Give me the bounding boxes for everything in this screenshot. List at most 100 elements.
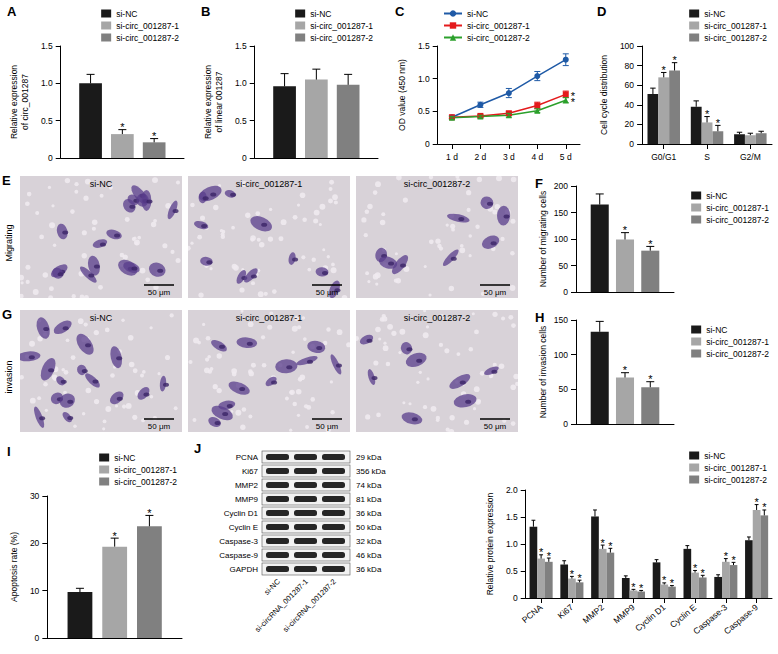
svg-text:*: * xyxy=(152,130,157,142)
svg-text:G2/M: G2/M xyxy=(740,152,761,162)
svg-text:F: F xyxy=(535,176,543,191)
svg-text:100: 100 xyxy=(620,41,634,51)
svg-text:0: 0 xyxy=(629,139,634,149)
svg-text:36 kDa: 36 kDa xyxy=(356,509,382,518)
svg-text:*: * xyxy=(648,238,653,250)
svg-text:*: * xyxy=(731,554,736,566)
svg-text:PCNA: PCNA xyxy=(520,602,545,625)
svg-text:*: * xyxy=(693,562,698,574)
svg-text:*: * xyxy=(570,568,575,580)
svg-text:si-circ_001287-1: si-circ_001287-1 xyxy=(236,313,303,323)
svg-text:150: 150 xyxy=(554,208,568,218)
svg-text:50 μm: 50 μm xyxy=(148,422,171,431)
svg-text:*: * xyxy=(724,550,729,562)
svg-text:si-circ_001287-2: si-circ_001287-2 xyxy=(704,475,767,485)
svg-text:*: * xyxy=(539,546,544,558)
svg-text:si-circ_001287-2: si-circ_001287-2 xyxy=(704,33,767,43)
svg-text:si-NC: si-NC xyxy=(90,179,113,189)
svg-text:0: 0 xyxy=(563,287,568,297)
svg-text:1.5: 1.5 xyxy=(235,41,247,51)
svg-text:si-NC: si-NC xyxy=(90,313,113,323)
svg-text:si-circ_001287-2: si-circ_001287-2 xyxy=(706,215,769,225)
svg-text:H: H xyxy=(535,310,544,325)
svg-text:si-circ_001287-1: si-circ_001287-1 xyxy=(704,463,767,473)
svg-text:MMP2: MMP2 xyxy=(235,481,259,490)
svg-text:1.5: 1.5 xyxy=(506,512,518,522)
svg-text:si-circRNA_001287-2: si-circRNA_001287-2 xyxy=(281,577,338,634)
svg-text:100: 100 xyxy=(554,350,568,360)
svg-text:Caspase-9: Caspase-9 xyxy=(219,551,258,560)
svg-text:50 kDa: 50 kDa xyxy=(356,523,382,532)
svg-text:3 d: 3 d xyxy=(503,152,515,162)
svg-text:60: 60 xyxy=(625,80,635,90)
svg-text:si-circ_001287-1: si-circ_001287-1 xyxy=(706,203,769,213)
svg-text:A: A xyxy=(7,4,17,19)
svg-text:G: G xyxy=(2,307,12,322)
svg-text:si-circ_001287-1: si-circ_001287-1 xyxy=(236,179,303,189)
svg-text:*: * xyxy=(623,364,628,376)
svg-text:si-circ_001287-2: si-circ_001287-2 xyxy=(404,179,471,189)
svg-text:si-circRNA_001287-1: si-circRNA_001287-1 xyxy=(253,577,310,634)
svg-text:Caspase-3: Caspase-3 xyxy=(219,537,258,546)
svg-text:Number of migrating cells: Number of migrating cells xyxy=(538,191,548,287)
svg-text:2 d: 2 d xyxy=(474,152,486,162)
svg-text:I: I xyxy=(7,444,11,459)
svg-text:*: * xyxy=(631,581,636,593)
svg-text:*: * xyxy=(571,96,576,108)
svg-text:Relative expression: Relative expression xyxy=(203,65,213,139)
svg-text:4 d: 4 d xyxy=(531,152,543,162)
svg-text:Caspase-9: Caspase-9 xyxy=(722,602,760,636)
svg-text:1 d: 1 d xyxy=(446,152,458,162)
svg-text:si-NC: si-NC xyxy=(704,9,725,19)
svg-text:1.5: 1.5 xyxy=(418,41,430,51)
svg-text:Cell cycle distribution: Cell cycle distribution xyxy=(599,55,609,135)
svg-text:100: 100 xyxy=(554,234,568,244)
svg-text:S: S xyxy=(704,152,710,162)
svg-text:46 kDa: 46 kDa xyxy=(356,551,382,560)
svg-text:si-NC: si-NC xyxy=(114,453,135,463)
svg-text:si-circ_001287-1: si-circ_001287-1 xyxy=(704,21,767,31)
svg-text:1.5: 1.5 xyxy=(41,41,53,51)
svg-text:*: * xyxy=(113,530,118,542)
svg-text:*: * xyxy=(672,54,677,66)
svg-text:Cyclin D1: Cyclin D1 xyxy=(633,602,667,633)
svg-text:*: * xyxy=(754,496,759,508)
svg-text:E: E xyxy=(2,173,11,188)
svg-text:MMP2: MMP2 xyxy=(581,602,606,626)
svg-text:50 μm: 50 μm xyxy=(316,422,339,431)
svg-text:0: 0 xyxy=(35,633,40,643)
svg-text:si-NC: si-NC xyxy=(467,9,488,19)
svg-text:50: 50 xyxy=(559,261,569,271)
svg-text:si-NC: si-NC xyxy=(116,9,137,19)
svg-text:Relative expression: Relative expression xyxy=(9,65,19,139)
svg-text:0.5: 0.5 xyxy=(235,116,247,126)
svg-text:0: 0 xyxy=(242,153,247,163)
svg-text:1.0: 1.0 xyxy=(418,74,430,84)
svg-text:OD value (450 nm): OD value (450 nm) xyxy=(397,59,407,131)
svg-text:0.5: 0.5 xyxy=(418,106,430,116)
svg-text:*: * xyxy=(648,373,653,385)
svg-text:si-NC: si-NC xyxy=(706,325,727,335)
svg-text:*: * xyxy=(147,507,152,519)
svg-text:0: 0 xyxy=(513,593,518,603)
svg-text:50: 50 xyxy=(559,384,569,394)
svg-text:32 kDa: 32 kDa xyxy=(356,537,382,546)
svg-text:50 μm: 50 μm xyxy=(484,422,507,431)
svg-text:G0/G1: G0/G1 xyxy=(651,152,676,162)
svg-text:1.0: 1.0 xyxy=(235,78,247,88)
svg-text:si-circ_001287-1: si-circ_001287-1 xyxy=(706,337,769,347)
svg-text:20: 20 xyxy=(625,119,635,129)
svg-text:*: * xyxy=(547,550,552,562)
svg-text:GAPDH: GAPDH xyxy=(230,565,259,574)
svg-text:0: 0 xyxy=(425,139,430,149)
svg-text:Cyclin D1: Cyclin D1 xyxy=(224,509,259,518)
svg-text:80: 80 xyxy=(625,61,635,71)
svg-text:*: * xyxy=(623,224,628,236)
svg-text:D: D xyxy=(597,4,606,19)
svg-text:si-circ_001287-2: si-circ_001287-2 xyxy=(467,33,530,43)
svg-text:2.0: 2.0 xyxy=(506,485,518,495)
svg-text:si-circ_001287-2: si-circ_001287-2 xyxy=(706,349,769,359)
svg-text:*: * xyxy=(662,64,667,76)
svg-text:Ki67: Ki67 xyxy=(556,602,576,621)
svg-text:81 kDa: 81 kDa xyxy=(356,495,382,504)
